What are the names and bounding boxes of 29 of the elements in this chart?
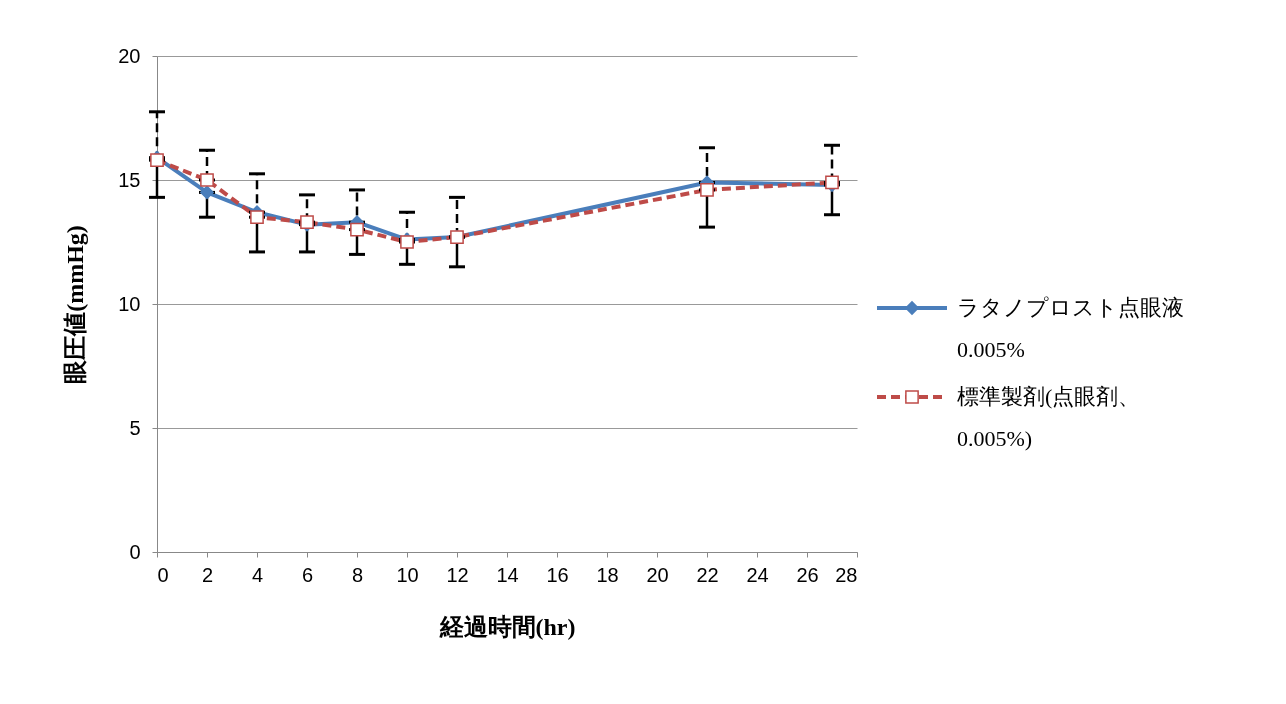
legend-label: ラタノプロスト点眼液 0.005% <box>957 295 1184 362</box>
y-tick-label: 15 <box>118 168 141 191</box>
y-tick-label: 20 <box>118 44 141 67</box>
x-tick-label: 22 <box>696 563 719 586</box>
point <box>200 173 214 187</box>
y-axis-title: 眼圧値(mmHg) <box>62 225 89 384</box>
x-tick-label: 8 <box>351 563 364 586</box>
point <box>350 222 364 237</box>
y-tick-label: 10 <box>118 292 141 315</box>
x-tick-label: 18 <box>596 563 619 586</box>
point <box>250 210 264 225</box>
legend-label: 標準製剤(点眼剤、 0.005%) <box>957 384 1141 451</box>
point <box>700 183 714 197</box>
x-tick-label: 24 <box>746 563 769 586</box>
x-tick-label: 6 <box>301 563 314 586</box>
x-tick-label: 20 <box>646 563 669 586</box>
x-tick-label: 26 <box>796 563 819 586</box>
x-tick-label: 4 <box>251 563 264 586</box>
x-tick-label: 0 <box>157 563 169 586</box>
x-tick-label: 14 <box>496 563 519 586</box>
x-tick-label: 16 <box>546 563 569 586</box>
x-tick-label: 2 <box>201 563 214 586</box>
point <box>200 185 214 200</box>
x-axis-title: 経過時間(hr) <box>438 613 576 640</box>
x-tick-label: 10 <box>396 563 419 586</box>
x-tick-label: 12 <box>446 563 469 586</box>
y-tick-label: 5 <box>129 416 141 439</box>
x-tick-label: 28 <box>835 563 858 586</box>
y-tick-label: 0 <box>129 540 141 563</box>
